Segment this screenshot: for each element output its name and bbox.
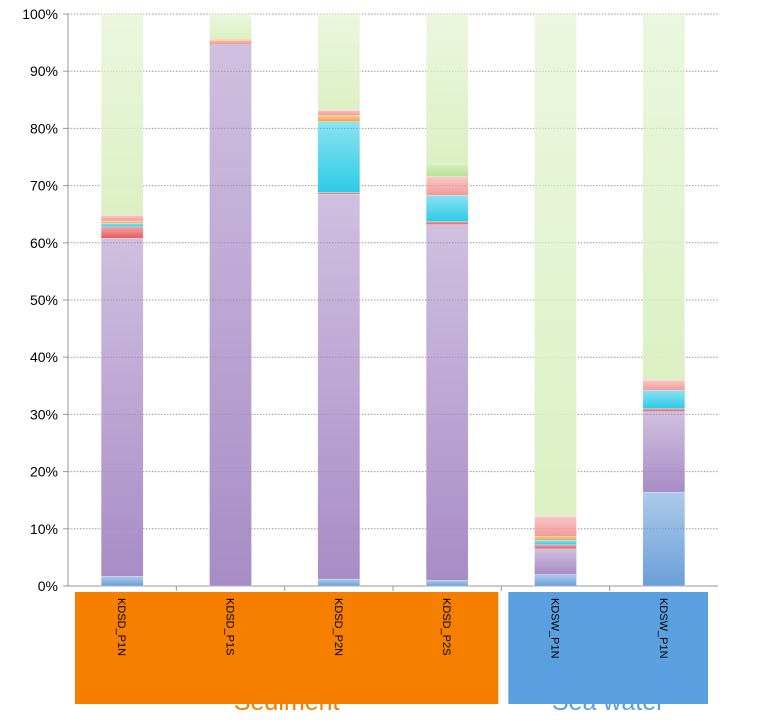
y-tick-label: 50%: [30, 292, 58, 308]
bar-segment-red: [209, 41, 252, 44]
y-tick-label: 40%: [30, 349, 58, 365]
y-tick-label: 30%: [30, 406, 58, 422]
bar-segment-cyan: [534, 539, 577, 546]
bar-segment-purple: [534, 548, 577, 575]
y-tick-label: 10%: [30, 521, 58, 537]
bar-segment-cyan: [317, 121, 361, 193]
group-box: [508, 592, 708, 704]
bar-segment-pink: [100, 215, 144, 222]
group-box: [75, 592, 499, 704]
bar-segment-red: [317, 192, 361, 195]
x-tick-label: KDSD_P2N: [332, 598, 344, 656]
bar-segment-purple: [317, 193, 361, 580]
bar-segment-cyan: [100, 223, 144, 228]
bar-segment-orange: [534, 535, 577, 541]
bar-segment-blue: [317, 578, 361, 587]
bar-segment-red: [534, 544, 577, 550]
x-tick-label: KDSD_P2S: [440, 598, 452, 655]
bar-segment-blue: [100, 576, 144, 587]
bar-segment-purple: [209, 43, 252, 587]
y-tick-label: 90%: [30, 63, 58, 79]
bar-segment-cyan: [642, 390, 686, 409]
bar-segment-green: [425, 13, 469, 165]
y-tick-label: 60%: [30, 235, 58, 251]
bar-segment-red: [642, 408, 686, 412]
bar-segment-green: [317, 13, 361, 111]
x-tick-label: KDSW_P1N: [657, 598, 669, 659]
bar-segment-purple: [100, 237, 144, 577]
x-tick-label: KDSD_P1N: [115, 598, 127, 656]
bar-segment-blue: [642, 491, 686, 587]
bar-segment-blue: [534, 574, 577, 587]
bar-segment-green: [642, 13, 686, 381]
bar-segment-pink: [534, 515, 577, 537]
bar-segment-green: [100, 13, 144, 216]
bar-segment-lightgreen: [425, 163, 469, 177]
y-tick-label: 20%: [30, 464, 58, 480]
y-tick-label: 70%: [30, 178, 58, 194]
x-tick-label: KDSD_P1S: [224, 598, 236, 655]
bar-segment-red: [425, 221, 469, 225]
bar-segment-pink: [425, 176, 469, 196]
bar-segment-orange: [209, 40, 252, 43]
bar-segment-red: [100, 226, 144, 239]
bar-segment-pink: [642, 379, 686, 391]
y-tick-label: 0%: [38, 578, 58, 594]
bar-segment-purple: [425, 224, 469, 581]
bar-segment-purple: [642, 411, 686, 493]
bar-segment-cyan: [425, 195, 469, 222]
bar-segment-green: [534, 13, 577, 517]
bar-segment-orange: [317, 114, 361, 122]
y-tick-label: 80%: [30, 120, 58, 136]
x-tick-label: KDSW_P1N: [549, 598, 561, 659]
bar-segment-pink: [317, 109, 361, 116]
group-label: Sediment: [234, 688, 340, 716]
y-tick-label: 100%: [22, 6, 58, 22]
group-label: Sea water: [552, 688, 665, 716]
bar-segment-orange: [100, 220, 144, 224]
bar-segment-green: [209, 13, 252, 40]
bar-segment-blue: [425, 580, 469, 587]
